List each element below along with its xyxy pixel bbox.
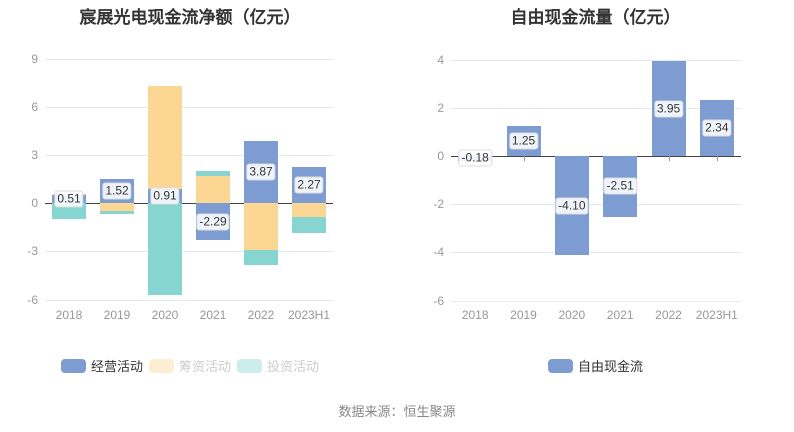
y-tick-label: 0 [31, 196, 38, 211]
legend-swatch [60, 358, 86, 373]
legend-item[interactable]: 筹资活动 [148, 356, 231, 375]
gridline [451, 300, 741, 302]
plot-area-left: 9 6 3 0 -3 -6 2018 2019 2020 2021 2022 2023H1 0.51 1.… [27, 52, 333, 322]
x-tick-label: 2023H1 [287, 308, 331, 322]
y-tick-label: -3 [27, 244, 38, 259]
legend-label: 投资活动 [267, 359, 320, 374]
bar-value-label: 2.27 [294, 176, 324, 194]
gridline [45, 251, 333, 253]
gridline [45, 107, 333, 109]
y-tick-label: -6 [27, 292, 38, 307]
x-tick-label: 2022 [655, 308, 682, 322]
y-tick-label: 0 [437, 149, 444, 164]
x-tick-label: 2019 [103, 308, 131, 322]
bar-value-label: 3.87 [246, 163, 276, 181]
bar-segment[interactable] [196, 175, 230, 204]
bar-value-label: 0.51 [54, 190, 84, 208]
bar-value-label: 1.25 [508, 132, 539, 150]
legend-label: 筹资活动 [178, 359, 231, 374]
bar-value-label: 1.52 [102, 182, 132, 200]
bar-value-label: -0.18 [458, 149, 492, 167]
bar-value-label: 0.91 [150, 187, 180, 205]
gridline [451, 108, 741, 110]
free-cashflow-chart: 自由现金流量（亿元） 4 2 0 -2 -4 -6 2018 2019 2020 2021 2022… [397, 0, 794, 432]
x-tick-label: 2018 [55, 308, 83, 322]
legend-right: 自由现金流 [397, 356, 794, 375]
y-tick-label: 3 [31, 148, 38, 163]
chart-title-right: 自由现金流量（亿元） [510, 8, 681, 27]
bar-segment[interactable] [148, 85, 182, 189]
x-tick-label: 2023H1 [695, 308, 738, 322]
x-tick-label: 2021 [606, 308, 634, 322]
axis-tick [716, 156, 718, 162]
gridline [451, 60, 741, 61]
legend-item[interactable]: 经营活动 [60, 356, 143, 375]
y-tick-label: 6 [31, 100, 38, 115]
gridline [45, 59, 333, 60]
bar-value-label: -2.29 [196, 213, 230, 231]
bar-segment[interactable] [292, 216, 326, 233]
gridline [45, 155, 333, 157]
bar-segment[interactable] [244, 203, 278, 250]
gridline [451, 252, 741, 254]
legend-swatch [237, 358, 262, 373]
legend-label: 经营活动 [90, 359, 143, 374]
legend-swatch [148, 358, 174, 373]
x-tick-label: 2020 [151, 308, 179, 322]
cashflow-net-chart: 宸展光电现金流净额（亿元） 9 6 3 0 -3 -6 2018 2019 2020 2021 20… [0, 8, 380, 375]
axis-tick [668, 156, 670, 162]
x-tick-label: 2022 [247, 308, 275, 322]
axis-tick [523, 156, 525, 162]
plot-area-right: 4 2 0 -2 -4 -6 2018 2019 2020 2021 2022 2023H1 -0.18… [397, 0, 794, 432]
gridline [45, 299, 333, 301]
data-source-note: 数据来源：恒生聚源 [338, 404, 456, 419]
y-tick-label: -4 [433, 245, 444, 260]
y-tick-label: 4 [437, 53, 444, 67]
x-tick-label: 2019 [510, 308, 537, 322]
gridline [451, 204, 741, 206]
legend-item[interactable]: 自由现金流 [547, 356, 643, 375]
bar-segment[interactable] [292, 203, 326, 217]
legend-left: 经营活动 筹资活动 投资活动 [0, 356, 380, 375]
bar-segment[interactable] [100, 210, 134, 214]
x-tick-label: 2021 [199, 308, 227, 322]
legend-label: 自由现金流 [577, 359, 643, 374]
y-tick-label: -6 [433, 293, 444, 308]
y-tick-label: -2 [433, 197, 444, 212]
legend-swatch [547, 358, 573, 373]
bar-value-label: 2.34 [702, 119, 732, 137]
chart-title-left: 宸展光电现金流净额（亿元） [79, 8, 301, 27]
bar-value-label: -2.51 [603, 177, 637, 195]
bar-segment[interactable] [196, 170, 230, 176]
x-tick-label: 2020 [558, 308, 586, 322]
bar-segment[interactable] [148, 203, 182, 296]
bar-value-label: 3.95 [653, 100, 684, 118]
x-tick-label: 2018 [461, 308, 489, 322]
y-tick-label: 2 [437, 101, 444, 116]
bar-segment[interactable] [244, 249, 278, 265]
bar-segment[interactable] [100, 203, 134, 211]
x-axis-line [45, 203, 333, 205]
x-axis-line [451, 156, 741, 158]
y-tick-label: 9 [31, 52, 38, 66]
bar-value-label: -4.10 [555, 197, 589, 214]
legend-item[interactable]: 投资活动 [237, 356, 319, 375]
